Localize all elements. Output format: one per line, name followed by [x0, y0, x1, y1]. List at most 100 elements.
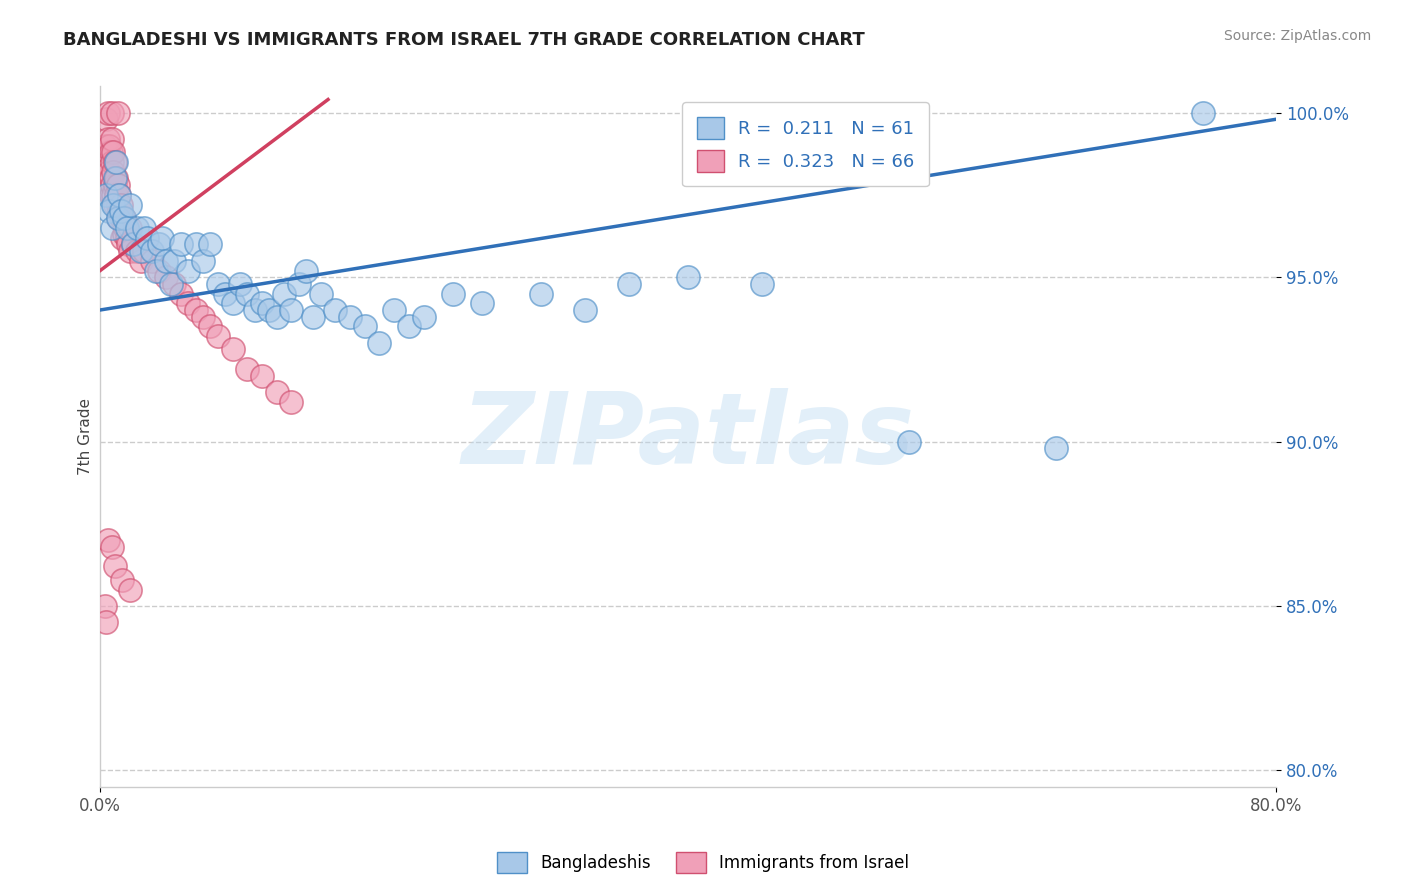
Point [103, 145, 125, 160]
Point [200, 237, 222, 252]
Point [118, 244, 141, 258]
Point [97, 132, 120, 146]
Point [112, 211, 135, 225]
Point [280, 395, 302, 409]
Point [131, 244, 153, 258]
Point [110, 204, 132, 219]
Point [280, 303, 302, 318]
Point [117, 237, 139, 252]
Point [107, 198, 129, 212]
Point [191, 253, 214, 268]
Point [530, 286, 553, 301]
Point [108, 187, 131, 202]
Point [110, 211, 132, 225]
Point [94, 112, 117, 127]
Point [131, 253, 153, 268]
Point [104, 178, 127, 192]
Point [105, 171, 128, 186]
Point [339, 310, 361, 324]
Point [325, 303, 347, 318]
Point [104, 171, 127, 186]
Point [368, 335, 391, 350]
Point [1191, 105, 1213, 120]
Point [266, 310, 288, 324]
Point [897, 434, 920, 449]
Legend: R =  0.211   N = 61, R =  0.323   N = 66: R = 0.211 N = 61, R = 0.323 N = 66 [682, 103, 929, 186]
Point [163, 253, 186, 268]
Point [107, 178, 129, 192]
Point [94, 615, 117, 630]
Point [148, 237, 170, 252]
Point [97, 145, 120, 160]
Point [353, 319, 375, 334]
Point [118, 582, 141, 597]
Point [101, 540, 124, 554]
Point [112, 211, 135, 225]
Point [104, 155, 127, 169]
Point [170, 237, 193, 252]
Point [101, 155, 124, 169]
Point [100, 171, 122, 186]
Point [107, 211, 129, 225]
Point [103, 187, 125, 202]
Point [108, 187, 131, 202]
Point [177, 296, 200, 310]
Point [103, 198, 125, 212]
Point [250, 368, 273, 383]
Point [115, 220, 138, 235]
Point [134, 244, 156, 258]
Point [94, 187, 117, 202]
Point [191, 310, 214, 324]
Point [134, 220, 156, 235]
Point [114, 220, 136, 235]
Point [98, 165, 121, 179]
Point [121, 237, 143, 252]
Point [382, 303, 405, 318]
Point [93, 599, 115, 613]
Point [163, 277, 186, 291]
Point [105, 187, 128, 202]
Point [101, 220, 124, 235]
Point [107, 211, 129, 225]
Point [98, 204, 121, 219]
Point [104, 559, 127, 574]
Point [155, 270, 177, 285]
Point [236, 286, 259, 301]
Point [751, 277, 773, 291]
Point [145, 263, 167, 277]
Point [295, 263, 318, 277]
Point [101, 178, 124, 192]
Point [150, 230, 173, 244]
Text: Source: ZipAtlas.com: Source: ZipAtlas.com [1223, 29, 1371, 43]
Point [221, 343, 243, 357]
Point [136, 230, 159, 244]
Point [221, 296, 243, 310]
Point [141, 244, 163, 258]
Point [105, 155, 128, 169]
Point [94, 155, 117, 169]
Point [243, 303, 266, 318]
Point [104, 198, 127, 212]
Point [177, 263, 200, 277]
Y-axis label: 7th Grade: 7th Grade [79, 398, 93, 475]
Point [108, 204, 131, 219]
Point [1045, 441, 1067, 455]
Point [97, 533, 120, 548]
Point [619, 277, 641, 291]
Point [148, 263, 170, 277]
Point [100, 145, 122, 160]
Point [97, 105, 120, 120]
Point [574, 303, 596, 318]
Point [125, 244, 148, 258]
Point [93, 138, 115, 153]
Point [112, 227, 135, 242]
Point [111, 573, 134, 587]
Point [107, 105, 129, 120]
Point [207, 277, 229, 291]
Point [309, 286, 332, 301]
Legend: Bangladeshis, Immigrants from Israel: Bangladeshis, Immigrants from Israel [491, 846, 915, 880]
Point [257, 303, 280, 318]
Point [118, 220, 141, 235]
Point [266, 385, 288, 400]
Point [250, 296, 273, 310]
